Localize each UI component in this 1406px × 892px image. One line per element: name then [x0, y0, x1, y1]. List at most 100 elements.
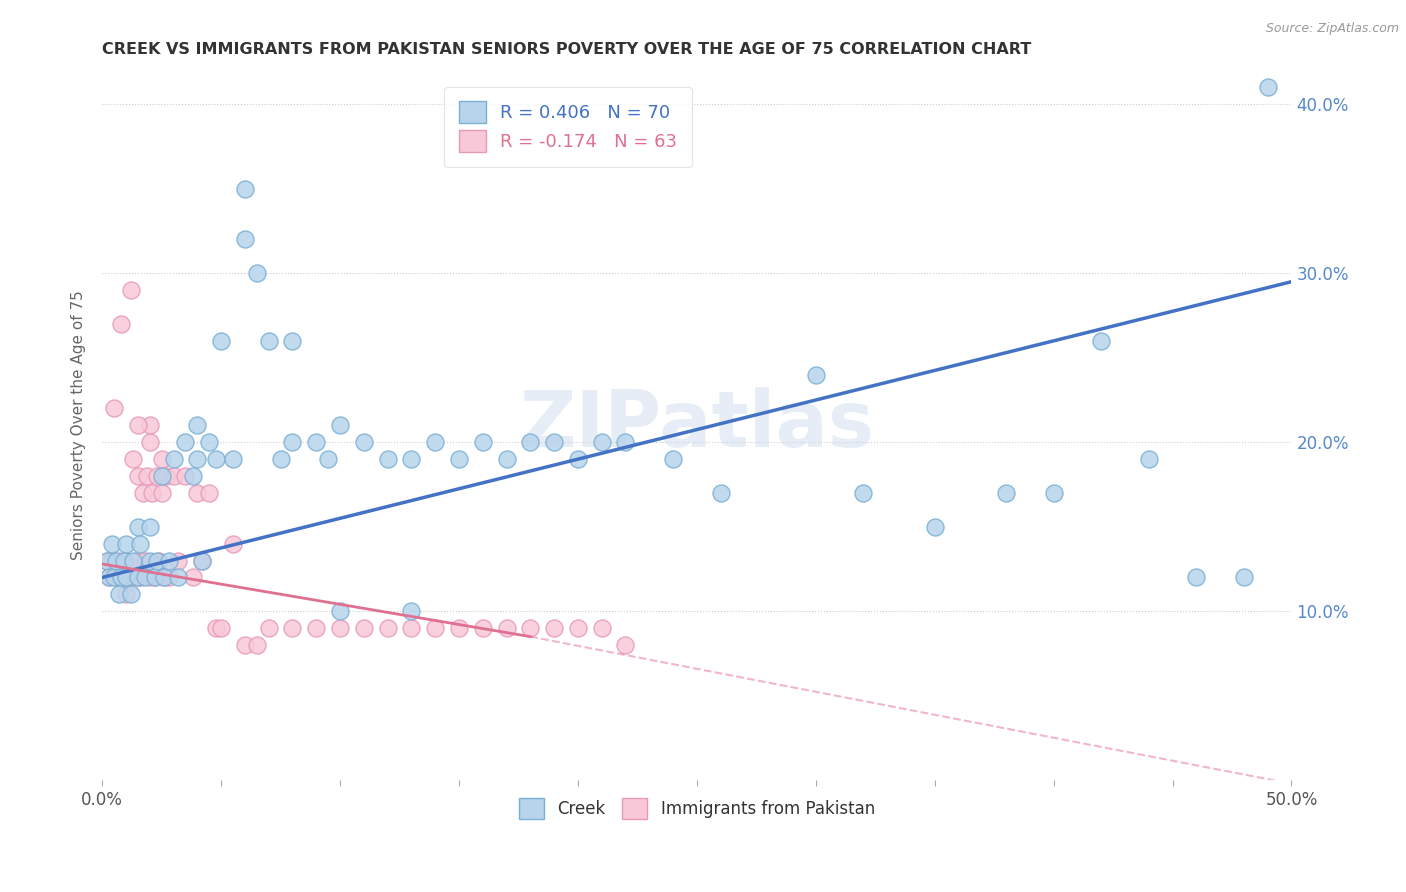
Point — [139, 520, 162, 534]
Point — [614, 638, 637, 652]
Point — [567, 621, 589, 635]
Point — [143, 570, 166, 584]
Point — [174, 435, 197, 450]
Point — [153, 570, 176, 584]
Point — [96, 553, 118, 567]
Point — [146, 469, 169, 483]
Point — [150, 469, 173, 483]
Point — [141, 486, 163, 500]
Point — [329, 621, 352, 635]
Point — [377, 452, 399, 467]
Point — [127, 520, 149, 534]
Point — [115, 570, 138, 584]
Point — [127, 418, 149, 433]
Point — [246, 266, 269, 280]
Point — [329, 418, 352, 433]
Point — [198, 435, 221, 450]
Text: ZIPatlas: ZIPatlas — [519, 387, 875, 463]
Point — [710, 486, 733, 500]
Point — [143, 570, 166, 584]
Point — [153, 570, 176, 584]
Point — [1257, 80, 1279, 95]
Point — [148, 553, 170, 567]
Point — [425, 435, 447, 450]
Point — [209, 621, 232, 635]
Point — [162, 452, 184, 467]
Point — [108, 570, 131, 584]
Point — [591, 621, 613, 635]
Point — [110, 570, 132, 584]
Point — [150, 452, 173, 467]
Point — [353, 435, 375, 450]
Point — [281, 435, 304, 450]
Point — [543, 621, 565, 635]
Point — [96, 553, 118, 567]
Point — [329, 604, 352, 618]
Point — [447, 621, 470, 635]
Point — [134, 570, 156, 584]
Point — [186, 418, 208, 433]
Point — [305, 435, 328, 450]
Point — [122, 452, 145, 467]
Point — [100, 537, 122, 551]
Point — [222, 452, 245, 467]
Point — [134, 553, 156, 567]
Point — [181, 570, 204, 584]
Point — [471, 621, 494, 635]
Point — [131, 486, 153, 500]
Point — [995, 486, 1018, 500]
Point — [120, 587, 142, 601]
Text: Source: ZipAtlas.com: Source: ZipAtlas.com — [1265, 22, 1399, 36]
Point — [270, 452, 292, 467]
Point — [495, 452, 517, 467]
Point — [103, 401, 125, 416]
Point — [401, 621, 423, 635]
Point — [129, 537, 152, 551]
Point — [167, 570, 190, 584]
Point — [181, 469, 204, 483]
Point — [127, 570, 149, 584]
Point — [305, 621, 328, 635]
Point — [1137, 452, 1160, 467]
Point — [129, 570, 152, 584]
Point — [100, 553, 122, 567]
Point — [205, 452, 228, 467]
Point — [122, 553, 145, 567]
Point — [98, 570, 121, 584]
Point — [1090, 334, 1112, 348]
Point — [209, 334, 232, 348]
Point — [198, 486, 221, 500]
Point — [401, 452, 423, 467]
Point — [98, 570, 121, 584]
Point — [495, 621, 517, 635]
Point — [257, 621, 280, 635]
Y-axis label: Seniors Poverty Over the Age of 75: Seniors Poverty Over the Age of 75 — [72, 291, 86, 560]
Point — [108, 587, 131, 601]
Point — [246, 638, 269, 652]
Point — [157, 553, 180, 567]
Point — [115, 587, 138, 601]
Point — [120, 570, 142, 584]
Point — [139, 435, 162, 450]
Point — [205, 621, 228, 635]
Point — [110, 317, 132, 331]
Point — [852, 486, 875, 500]
Point — [139, 570, 162, 584]
Point — [591, 435, 613, 450]
Point — [174, 469, 197, 483]
Point — [139, 418, 162, 433]
Point — [155, 469, 177, 483]
Point — [543, 435, 565, 450]
Point — [353, 621, 375, 635]
Point — [127, 570, 149, 584]
Point — [471, 435, 494, 450]
Point — [401, 604, 423, 618]
Point — [186, 486, 208, 500]
Point — [1042, 486, 1064, 500]
Point — [127, 469, 149, 483]
Point — [1233, 570, 1256, 584]
Point — [519, 435, 541, 450]
Point — [150, 486, 173, 500]
Point — [233, 232, 256, 246]
Point — [110, 553, 132, 567]
